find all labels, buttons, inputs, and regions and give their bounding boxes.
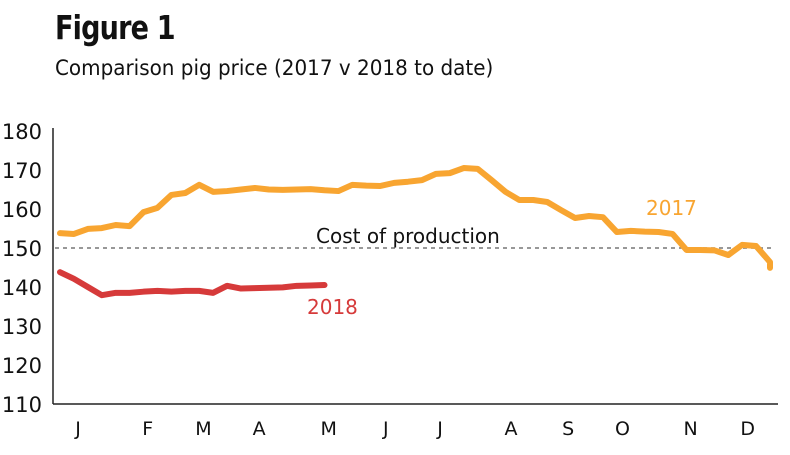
x-tick-label: S: [562, 418, 574, 440]
series-group: [57, 165, 773, 299]
y-tick-label: 130: [2, 315, 42, 339]
cost-of-production-label: Cost of production: [316, 224, 500, 248]
y-tick-label: 160: [2, 198, 42, 222]
figure-subtitle: Comparison pig price (2017 v 2018 to dat…: [55, 56, 494, 80]
series-label-2017: 2017: [646, 196, 697, 220]
x-tick-label: N: [684, 418, 698, 440]
x-tick-label: J: [436, 418, 443, 440]
y-tick-label: 110: [2, 393, 42, 417]
x-tick-label: J: [382, 418, 389, 440]
figure-title: Figure 1: [55, 8, 176, 47]
x-tick-label: A: [253, 418, 266, 440]
x-tick-label: F: [142, 418, 153, 440]
y-tick-label: 150: [2, 237, 42, 261]
series-line-2018: [57, 269, 328, 299]
x-tick-label: M: [320, 418, 336, 440]
series-label-2018: 2018: [307, 295, 358, 319]
y-tick-label: 170: [2, 159, 42, 183]
x-tick-label: A: [505, 418, 518, 440]
x-tick-label: J: [74, 418, 81, 440]
x-tick-label: O: [615, 418, 630, 440]
series-line-2017: [57, 165, 773, 271]
y-tick-label: 180: [2, 120, 42, 144]
y-axis-ticks: 110 120 130 140 150 160 170 180: [2, 120, 42, 417]
x-tick-label: D: [740, 418, 755, 440]
y-tick-label: 140: [2, 276, 42, 300]
x-tick-label: M: [195, 418, 211, 440]
y-tick-label: 120: [2, 354, 42, 378]
